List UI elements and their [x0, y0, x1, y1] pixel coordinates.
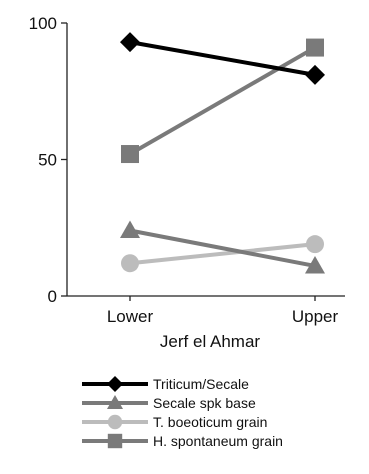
legend-item: Secale spk base	[82, 395, 256, 411]
legend-item: Triticum/Secale	[82, 376, 249, 392]
legend-label: Secale spk base	[153, 395, 256, 411]
data-point-square	[306, 38, 324, 57]
series-1	[120, 220, 325, 274]
legend-marker-square	[107, 433, 123, 449]
series-line	[129, 228, 316, 268]
chart-axes: 0 50 100 Lower Upper	[29, 14, 345, 326]
legend-label: Triticum/Secale	[153, 376, 249, 392]
legend-label: T. boeoticum grain	[153, 414, 267, 430]
legend-item: T. boeoticum grain	[82, 414, 267, 430]
series-line	[129, 45, 316, 156]
data-point-square	[121, 145, 139, 164]
legend-marker-triangle	[107, 395, 123, 409]
data-point-triangle	[120, 220, 140, 238]
legend-marker-diamond	[107, 376, 123, 392]
y-tick-label: 0	[48, 287, 57, 306]
data-point-circle	[306, 235, 324, 254]
series-2	[121, 235, 324, 273]
y-tick-label: 50	[38, 151, 57, 170]
x-tick-label: Upper	[292, 307, 339, 326]
series-line	[129, 242, 316, 266]
chart-legend: Triticum/Secale Secale spk base T. boeotic…	[82, 376, 283, 449]
series-line	[129, 40, 316, 77]
series-0	[120, 32, 325, 85]
chart-series	[120, 32, 325, 274]
data-point-circle	[121, 254, 139, 273]
y-tick-label: 100	[29, 14, 57, 33]
legend-label: H. spontaneum grain	[153, 433, 283, 449]
data-point-diamond	[305, 64, 325, 85]
data-point-triangle	[305, 255, 325, 274]
series-3	[121, 38, 324, 164]
legend-item: H. spontaneum grain	[82, 433, 283, 449]
x-axis-title: Jerf el Ahmar	[160, 332, 260, 351]
legend-marker-circle	[107, 414, 123, 430]
x-tick-label: Lower	[107, 307, 154, 326]
data-point-diamond	[120, 32, 140, 53]
